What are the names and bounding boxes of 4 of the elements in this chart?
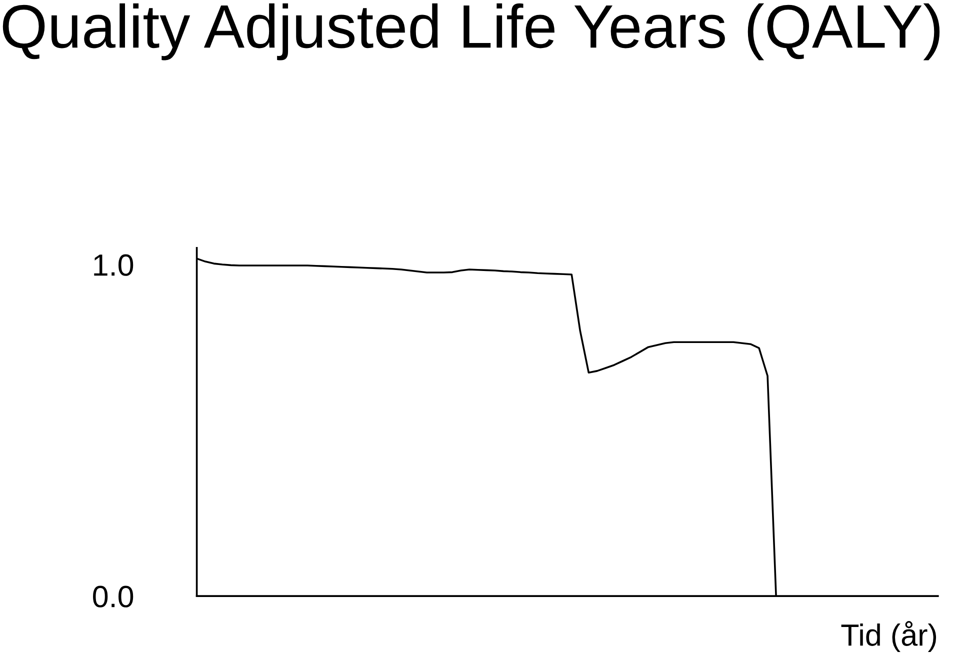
chart-title: Quality Adjusted Life Years (QALY) <box>2 3 940 60</box>
y-tick-label: 0.0 <box>93 586 134 608</box>
y-tick-label: 1.0 <box>94 254 134 276</box>
x-axis-title: Tid (år) <box>841 621 936 652</box>
